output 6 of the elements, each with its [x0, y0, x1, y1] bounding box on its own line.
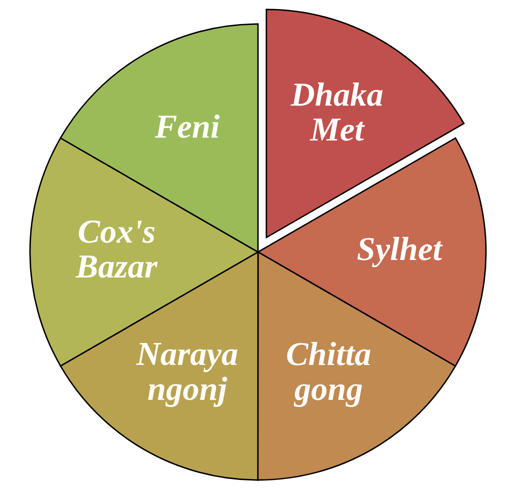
- slice-label: Feni: [154, 114, 220, 138]
- slice-label: Sylhet: [357, 236, 443, 268]
- slice-label: Naraya ngonj: [136, 343, 238, 407]
- slice-label: Chitta gong: [287, 342, 370, 407]
- slice-label: Dhaka Met: [290, 82, 383, 141]
- slice-label: Cox's Bazar: [76, 220, 158, 278]
